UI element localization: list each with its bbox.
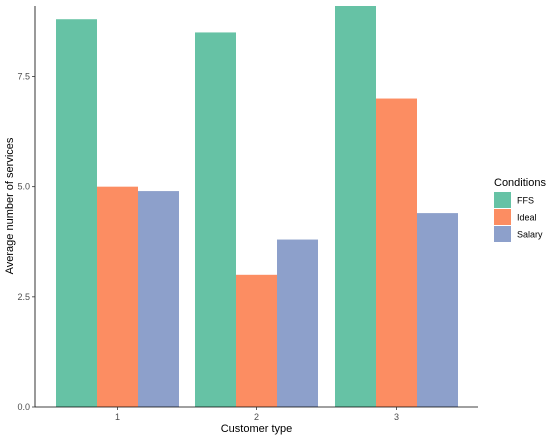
y-tick-label: 2.5 — [17, 292, 30, 302]
legend-label-salary: Salary — [517, 230, 543, 240]
bar-ffs-2 — [195, 32, 236, 407]
x-tick-label: 1 — [115, 412, 120, 422]
bars-layer — [56, 6, 458, 408]
bar-salary-2 — [277, 239, 318, 407]
legend-key-ffs — [494, 192, 511, 208]
x-axis-title: Customer type — [221, 423, 293, 435]
x-ticks: 1 2 3 — [115, 407, 399, 422]
bar-ideal-2 — [236, 274, 277, 407]
x-tick-label: 2 — [254, 412, 259, 422]
bar-ideal-1 — [97, 186, 138, 407]
legend: Conditions FFS Ideal Salary — [494, 177, 546, 242]
legend-title: Conditions — [494, 177, 546, 189]
legend-label-ffs: FFS — [517, 196, 534, 206]
bar-ideal-3 — [376, 98, 417, 408]
bar-ffs-1 — [56, 19, 97, 407]
bar-ffs-3 — [335, 6, 376, 407]
y-tick-label: 0.0 — [17, 402, 30, 412]
legend-key-salary — [494, 226, 511, 242]
legend-key-ideal — [494, 209, 511, 225]
y-tick-label: 5.0 — [17, 182, 30, 192]
x-tick-label: 3 — [394, 412, 399, 422]
y-tick-label: 7.5 — [17, 72, 30, 82]
y-axis-title: Average number of services — [4, 137, 16, 274]
legend-label-ideal: Ideal — [517, 213, 537, 223]
y-ticks: 0.0 2.5 5.0 7.5 — [17, 72, 35, 412]
bar-salary-3 — [417, 213, 458, 407]
bar-salary-1 — [138, 191, 179, 407]
